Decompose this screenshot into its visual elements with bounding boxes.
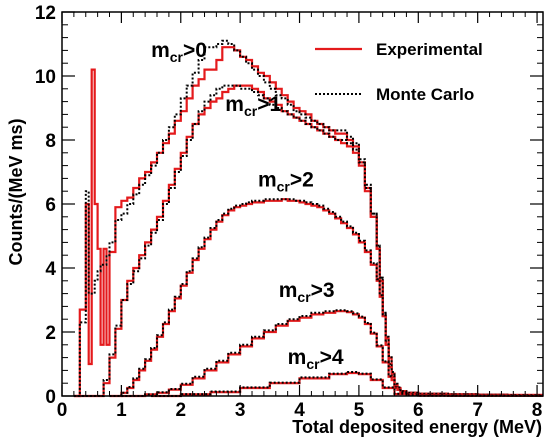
x-tick-label: 4: [294, 400, 305, 421]
x-tick-label: 1: [116, 400, 127, 421]
series-layer: [73, 39, 543, 398]
series-label-subscript: cr: [244, 103, 258, 119]
experimental-series-2: [109, 198, 543, 398]
series-label-threshold: >0: [183, 39, 207, 62]
series-label-m: m: [279, 279, 298, 302]
y-tick-label: 0: [45, 387, 56, 408]
y-tick-label: 12: [35, 3, 56, 24]
y-tick-label: 8: [45, 131, 56, 152]
monte-carlo-series-1: [73, 84, 543, 397]
series-label-0: mcr>0: [151, 39, 207, 65]
y-axis-title: Counts/(MeV ms): [6, 118, 26, 265]
series-label-threshold: >2: [290, 168, 314, 191]
series-label-m: m: [258, 168, 277, 191]
series-label-m: m: [288, 346, 307, 369]
x-tick-label: 2: [175, 400, 186, 421]
monte-carlo-series-2: [109, 198, 543, 397]
series-label-m: m: [225, 93, 244, 116]
series-label-threshold: >4: [320, 346, 344, 369]
series-label-3: mcr>3: [279, 279, 335, 305]
x-tick-label: 6: [413, 400, 424, 421]
series-label-subscript: cr: [297, 289, 311, 305]
series-label-1: mcr>1: [225, 93, 281, 119]
series-label-subscript: cr: [306, 356, 320, 372]
series-label-threshold: >1: [257, 93, 281, 116]
legend-label-0: Experimental: [376, 40, 483, 59]
series-label-subscript: cr: [277, 178, 291, 194]
x-tick-label: 5: [354, 400, 365, 421]
y-tick-label: 6: [45, 195, 56, 216]
y-tick-label: 2: [45, 323, 56, 344]
y-tick-label: 4: [45, 259, 56, 280]
legend: Experimental Monte Carlo: [315, 40, 483, 104]
series-label-subscript: cr: [170, 49, 184, 65]
series-label-threshold: >3: [311, 279, 335, 302]
x-tick-label: 8: [532, 400, 543, 421]
legend-label-1: Monte Carlo: [376, 85, 474, 104]
monte-carlo-series-0: [73, 39, 543, 397]
series-label-4: mcr>4: [288, 346, 344, 372]
series-label-m: m: [151, 39, 170, 62]
x-axis-title: Total deposited energy (MeV): [292, 417, 542, 437]
x-tick-label: 0: [57, 400, 68, 421]
series-label-2: mcr>2: [258, 168, 314, 194]
x-tick-label: 3: [235, 400, 246, 421]
y-tick-label: 10: [35, 67, 56, 88]
x-tick-label: 7: [472, 400, 483, 421]
experimental-series-1: [73, 84, 543, 398]
